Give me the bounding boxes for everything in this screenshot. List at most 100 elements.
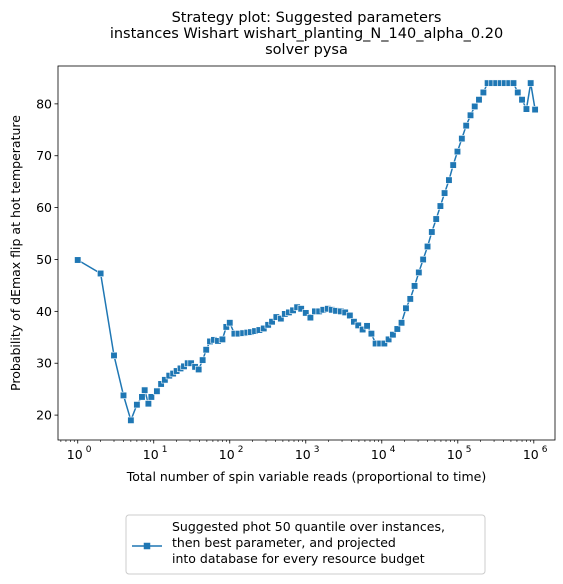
data-point-marker [402, 304, 410, 312]
data-point-marker [419, 255, 427, 264]
y-tick-label: 50 [36, 252, 52, 267]
x-tick-label: 10 [447, 447, 463, 462]
data-point-marker [277, 315, 285, 323]
data-point-marker [268, 318, 276, 326]
data-point-marker [509, 79, 518, 87]
data-point-marker [157, 380, 165, 388]
x-tick-label: 10 [523, 447, 539, 462]
x-tick-label-exponent: 1 [162, 445, 168, 455]
data-point-marker [119, 391, 128, 399]
y-tick-label: 20 [36, 408, 52, 423]
data-point-marker [260, 324, 268, 333]
legend-entry-line-1: Suggested phot 50 quantile over instance… [172, 519, 445, 534]
chart-title-line-1: Strategy plot: Suggested parameters [172, 10, 442, 26]
x-axis-label: Total number of spin variable reads (pro… [126, 469, 487, 484]
x-tick-label-exponent: 3 [314, 445, 320, 455]
data-point-marker [359, 325, 367, 334]
data-point-marker [471, 102, 479, 111]
data-point-marker [199, 356, 207, 364]
data-point-marker [354, 321, 362, 329]
legend-marker-swatch [143, 542, 151, 550]
legend: Suggested phot 50 quantile over instance… [125, 514, 486, 575]
data-point-marker [531, 106, 539, 114]
legend-entry-line-3: into database for every resource budget [172, 551, 425, 566]
data-point-marker [74, 256, 82, 264]
x-tick-label-exponent: 0 [86, 445, 92, 455]
y-tick-label: 60 [36, 200, 52, 215]
x-tick-label-exponent: 6 [542, 445, 548, 455]
data-point-marker [297, 305, 305, 313]
data-point-marker [110, 351, 118, 359]
data-point-marker [367, 330, 375, 338]
data-point-marker [406, 295, 414, 303]
x-tick-label: 10 [67, 447, 83, 462]
x-tick-label-exponent: 5 [466, 445, 472, 455]
series-markers-group [74, 79, 539, 424]
y-tick-label: 80 [36, 96, 52, 111]
data-point-marker [479, 88, 487, 97]
data-point-marker [415, 268, 423, 277]
data-point-marker [385, 335, 393, 343]
data-point-marker [97, 269, 105, 278]
data-point-marker [144, 400, 152, 408]
data-point-marker [141, 386, 149, 394]
data-point-marker [127, 416, 135, 424]
data-point-marker [147, 393, 155, 401]
data-point-marker [350, 318, 358, 326]
data-point-marker [445, 176, 453, 184]
data-point-marker [202, 346, 210, 354]
data-point-marker [441, 189, 449, 197]
legend-box [125, 514, 486, 575]
x-tick-label: 10 [295, 447, 311, 462]
data-point-marker [393, 325, 401, 333]
data-point-marker [218, 335, 226, 343]
x-tick-label-exponent: 4 [390, 445, 396, 455]
data-point-marker [449, 161, 457, 169]
data-point-marker [424, 242, 432, 251]
data-point-marker [436, 202, 444, 210]
data-point-marker [226, 319, 234, 327]
plot-area-frame [57, 65, 556, 441]
x-tick-label: 10 [371, 447, 387, 462]
chart-title-line-3: solver pysa [265, 42, 348, 58]
data-point-marker [453, 148, 462, 156]
data-point-marker [133, 401, 141, 409]
data-point-marker [398, 319, 406, 327]
data-point-marker [522, 105, 530, 113]
data-point-marker [527, 79, 535, 87]
data-point-marker [462, 122, 470, 130]
data-point-marker [432, 215, 440, 223]
chart-title: Strategy plot: Suggested parameters inst… [110, 10, 503, 58]
data-point-marker [302, 309, 310, 317]
data-point-marker [458, 135, 466, 143]
data-point-marker [518, 96, 526, 104]
series-line [77, 82, 536, 423]
chart-title-line-2: instances Wishart wishart_planting_N_140… [110, 26, 503, 42]
data-point-marker [475, 96, 483, 104]
data-point-marker [195, 365, 203, 374]
data-point-marker [153, 387, 161, 395]
data-point-marker [411, 282, 419, 290]
data-point-marker [161, 376, 169, 384]
x-axis-ticks: 10 0 10 1 10 2 10 3 10 4 10 5 10 6 [60, 440, 548, 462]
data-point-marker [363, 322, 371, 330]
data-point-marker [514, 88, 522, 97]
y-axis-ticks: 20 30 40 50 60 70 80 [36, 96, 58, 423]
x-tick-label: 10 [143, 447, 159, 462]
x-tick-label: 10 [219, 447, 235, 462]
legend-entry-line-2: then best parameter, and projected [172, 535, 396, 550]
data-point-marker [187, 359, 195, 367]
data-point-marker [389, 331, 397, 339]
data-point-marker [380, 339, 388, 348]
x-tick-label-exponent: 2 [238, 445, 244, 455]
data-point-marker [428, 228, 436, 236]
y-axis-label: Probability of dEmax flip at hot tempera… [8, 115, 23, 391]
y-tick-label: 70 [36, 148, 52, 163]
data-point-marker [346, 311, 354, 320]
data-point-marker [138, 393, 146, 401]
data-point-marker [306, 314, 314, 322]
y-tick-label: 40 [36, 304, 52, 319]
data-point-marker [466, 111, 475, 119]
series-line-group [77, 82, 536, 423]
